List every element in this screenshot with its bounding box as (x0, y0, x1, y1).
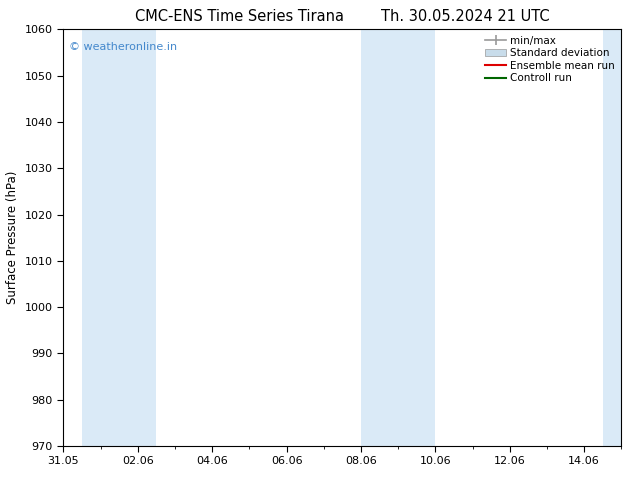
Legend: min/max, Standard deviation, Ensemble mean run, Controll run: min/max, Standard deviation, Ensemble me… (482, 32, 618, 87)
Y-axis label: Surface Pressure (hPa): Surface Pressure (hPa) (6, 171, 19, 304)
Bar (82, 29, 157, 446)
Title: CMC-ENS Time Series Tirana        Th. 30.05.2024 21 UTC: CMC-ENS Time Series Tirana Th. 30.05.202… (135, 9, 550, 24)
Text: © weatheronline.in: © weatheronline.in (69, 42, 177, 52)
Bar (361, 29, 436, 446)
Bar (603, 29, 621, 446)
